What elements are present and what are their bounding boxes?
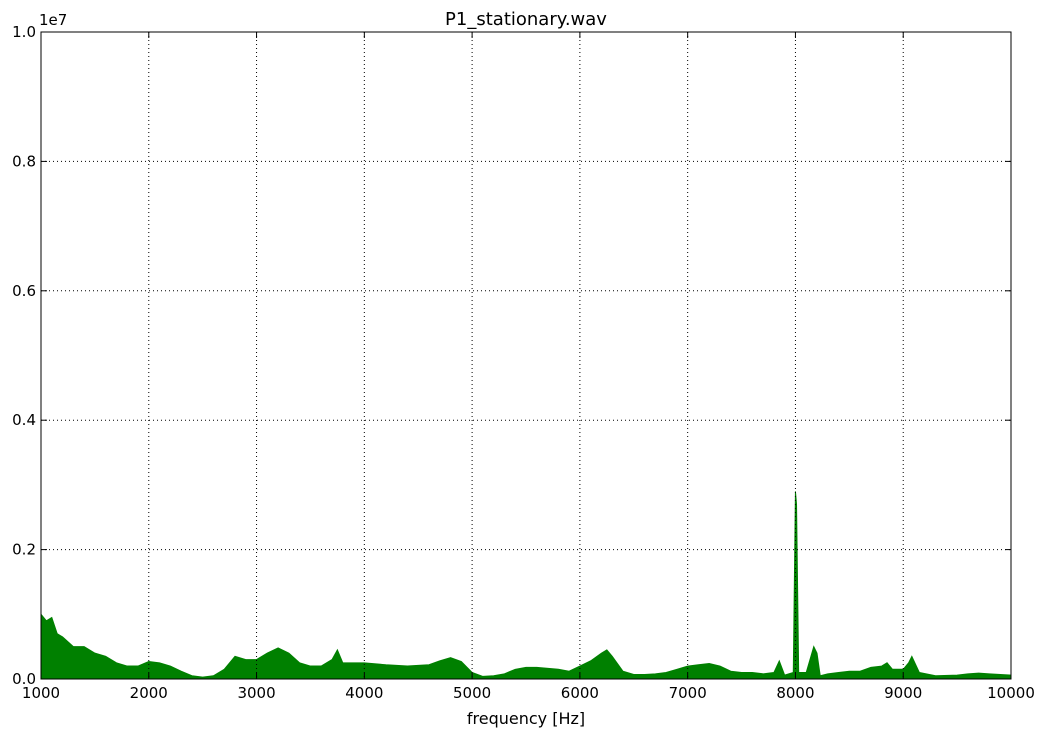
y-tick-label: 0.4 <box>12 411 36 429</box>
y-tick-label: 0.8 <box>12 152 36 170</box>
x-tick-label: 8000 <box>776 684 814 702</box>
plot-frame <box>40 31 1012 680</box>
y-tick-label: 0.0 <box>12 670 36 688</box>
x-tick-label: 10000 <box>987 684 1035 702</box>
x-axis-label: frequency [Hz] <box>467 709 585 728</box>
spectrum-area <box>40 491 1012 680</box>
y-tick-label: 0.2 <box>12 541 36 559</box>
chart-title: P1_stationary.wav <box>445 9 607 30</box>
y-offset-text: 1e7 <box>39 11 67 29</box>
y-tick-label: 1.0 <box>12 23 36 41</box>
x-tick-label: 3000 <box>237 684 275 702</box>
x-tick-label: 9000 <box>884 684 922 702</box>
x-tick-label: 4000 <box>345 684 383 702</box>
x-tick-label: 6000 <box>561 684 599 702</box>
x-tick-label: 2000 <box>130 684 168 702</box>
y-tick-label: 0.6 <box>12 282 36 300</box>
x-tick-label: 5000 <box>453 684 491 702</box>
x-tick-label: 7000 <box>669 684 707 702</box>
x-tick-label: 1000 <box>22 684 60 702</box>
